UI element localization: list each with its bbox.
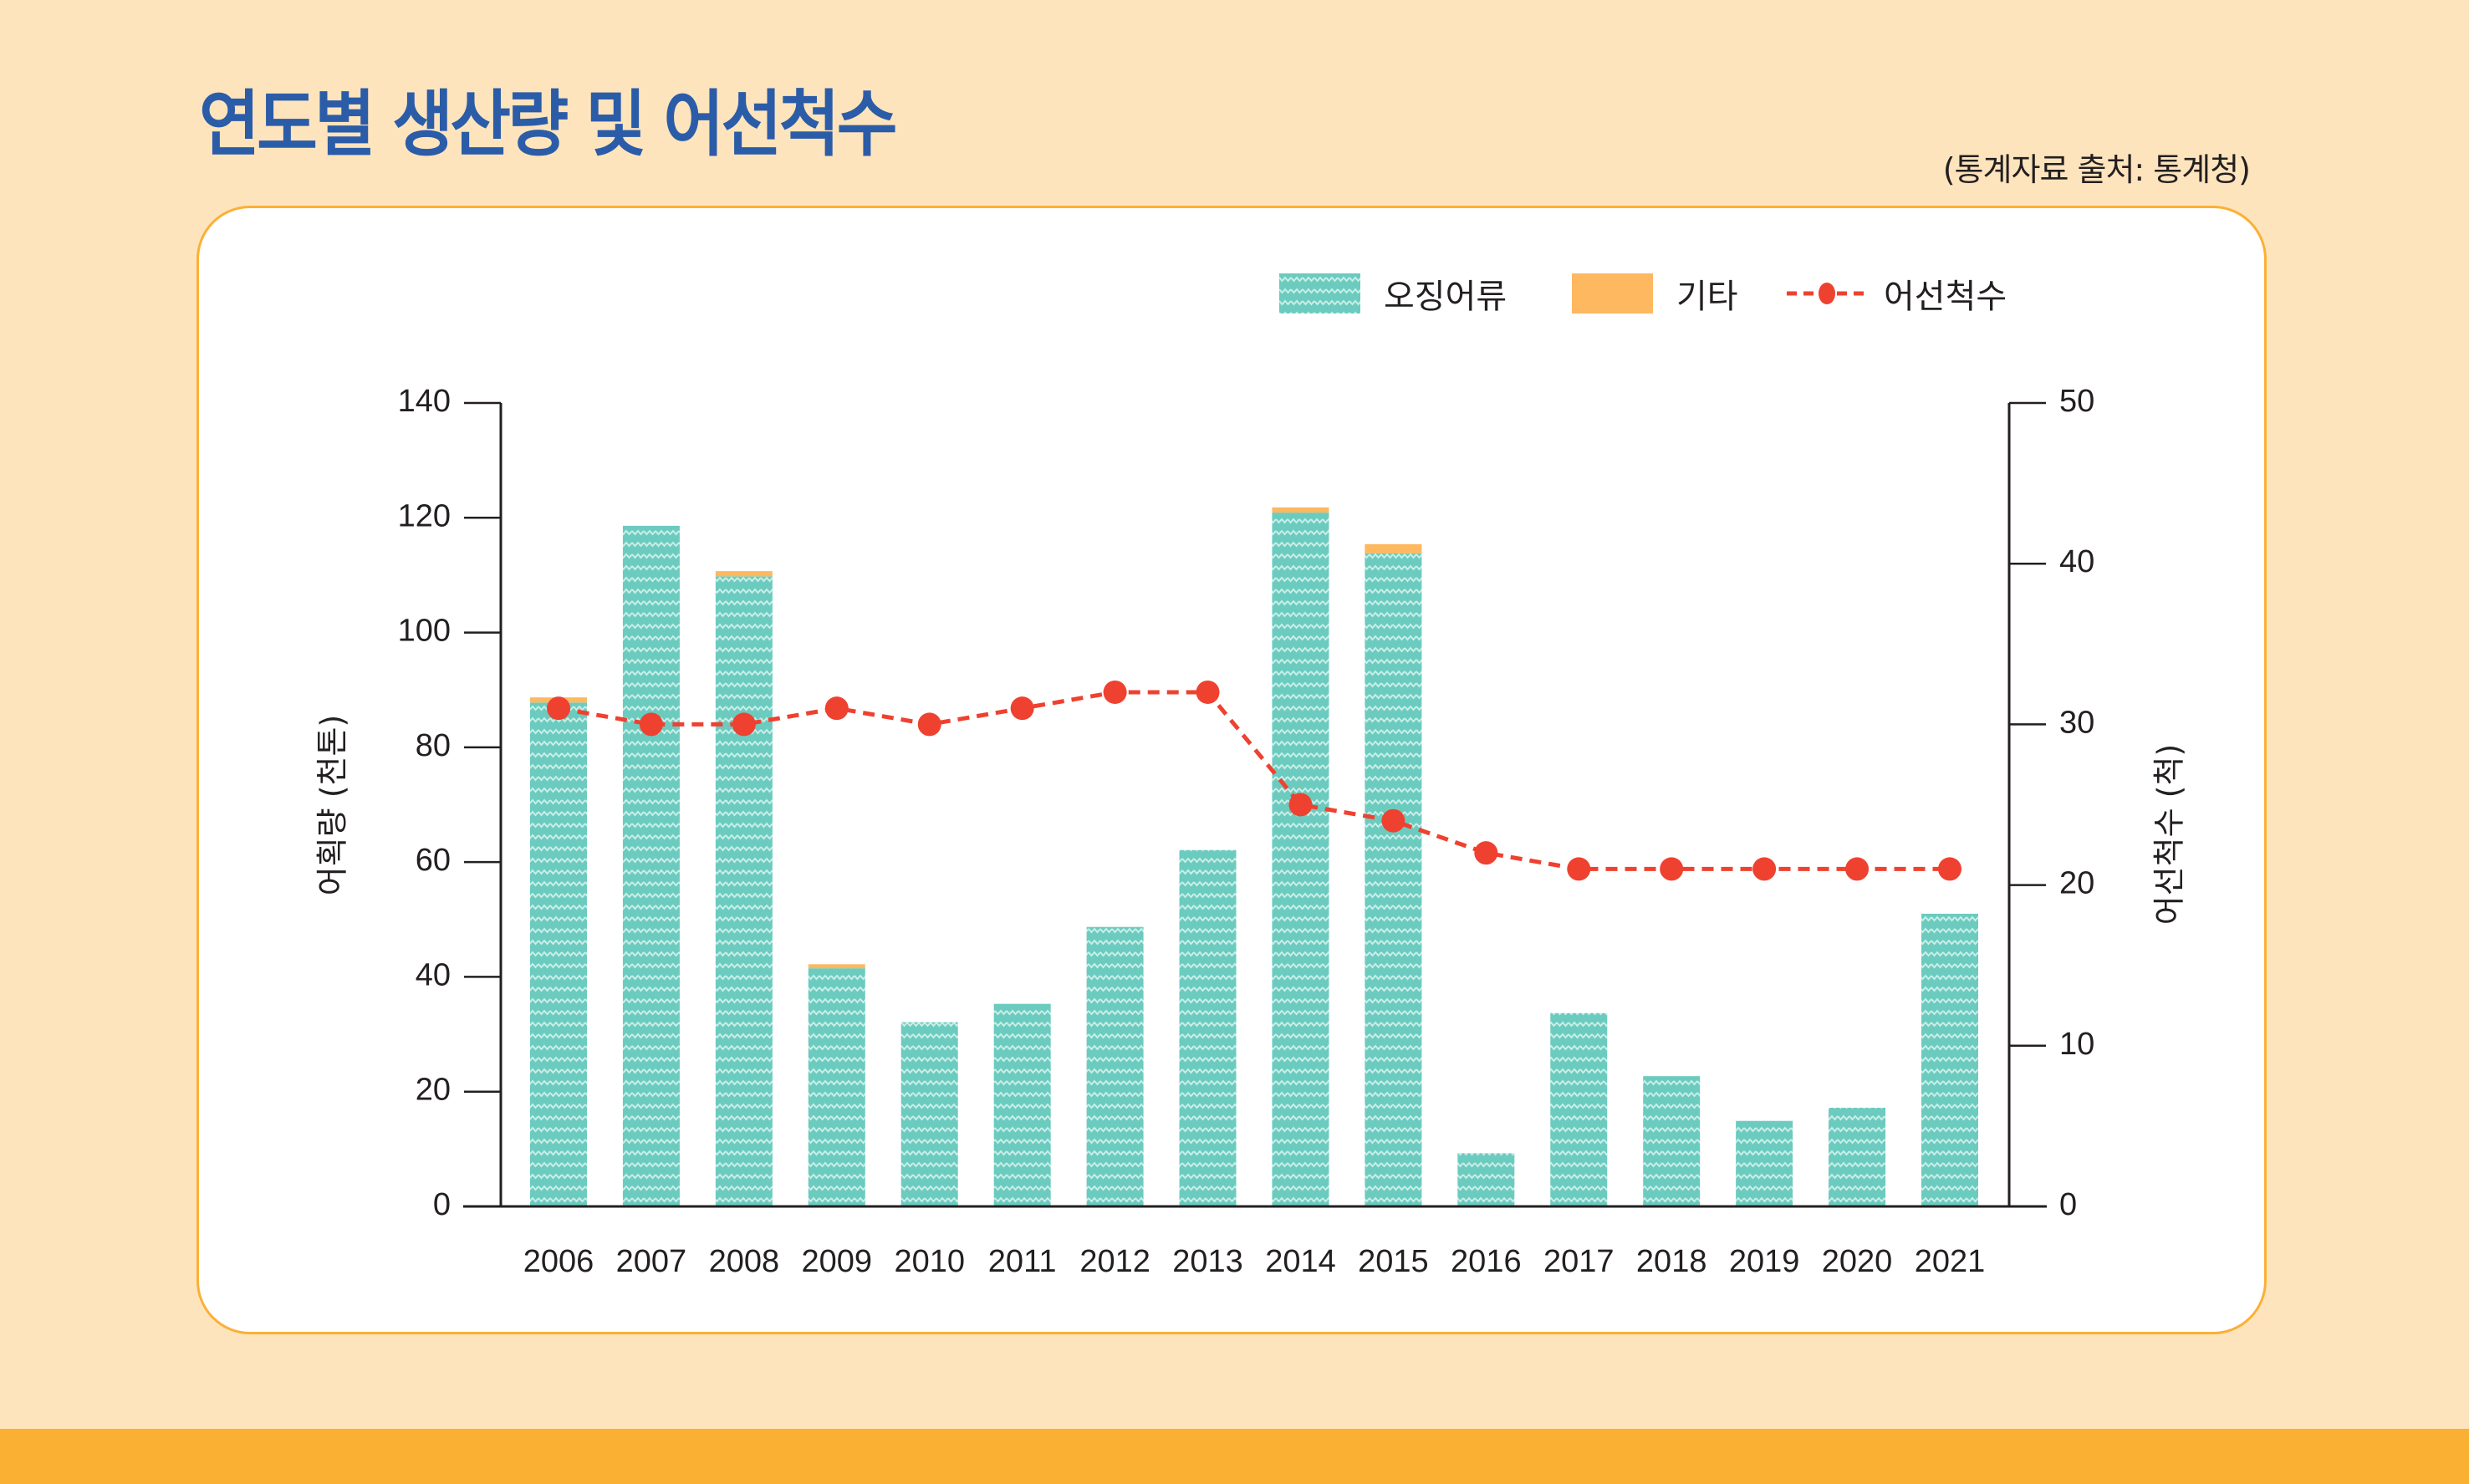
- bar-squid-2018: [1643, 1076, 1701, 1206]
- x-tick-label: 2015: [1358, 1244, 1429, 1279]
- axes-group: [463, 401, 2047, 1208]
- y-tick-label-right: 10: [2059, 1027, 2094, 1062]
- legend-label-vessels: 어선척수: [1884, 278, 2007, 316]
- y-tick-label-left: 120: [398, 498, 451, 533]
- y-tick-label-left: 20: [416, 1073, 451, 1108]
- x-tick-label: 2018: [1636, 1244, 1707, 1279]
- x-tick-label: 2019: [1729, 1244, 1800, 1279]
- tick-labels-group: 2006 2007 2008 2009 2010 2011 2012 2013 2014 2015…: [398, 384, 2095, 1279]
- bar-other-2014: [1272, 507, 1329, 513]
- bar-squid-2020: [1829, 1107, 1886, 1206]
- bottom-band: [0, 1429, 2469, 1484]
- legend-swatch-other: [1572, 273, 1653, 314]
- legend-item-other: 기타: [1572, 273, 1738, 316]
- y-tick-label-right: 20: [2059, 866, 2094, 901]
- vessel-point-2007: [639, 712, 663, 737]
- x-tick-label: 2010: [894, 1244, 965, 1279]
- bar-other-2009: [808, 964, 865, 969]
- x-tick-label: 2020: [1822, 1244, 1893, 1279]
- vessel-point-2021: [1938, 857, 1961, 881]
- y-tick-label-right: 0: [2059, 1187, 2077, 1222]
- bar-other-2015: [1365, 543, 1422, 553]
- bar-other-2008: [715, 571, 773, 577]
- vessel-point-2006: [547, 696, 570, 721]
- x-tick-label: 2017: [1543, 1244, 1615, 1279]
- bar-squid-2019: [1736, 1120, 1793, 1206]
- bar-squid-2008: [715, 576, 773, 1206]
- y-tick-label-left: 140: [398, 384, 451, 419]
- y-tick-label-left: 40: [416, 957, 451, 992]
- bar-squid-2021: [1921, 913, 1978, 1206]
- y-axis-title-left: 어획량 (천톤): [314, 715, 351, 896]
- bar-squid-2007: [622, 525, 680, 1206]
- bar-squid-2014: [1272, 513, 1329, 1206]
- legend-item-squid: 오징어류: [1279, 273, 1507, 316]
- legend-item-vessels: 어선척수: [1785, 273, 2007, 316]
- x-tick-label: 2008: [709, 1244, 780, 1279]
- x-tick-label: 2014: [1265, 1244, 1336, 1279]
- data-source-note: (통계자료 출처: 통계청): [1942, 151, 2251, 188]
- y-tick-label-left: 80: [416, 728, 451, 763]
- x-tick-label: 2009: [802, 1244, 873, 1279]
- vessel-point-2015: [1381, 808, 1405, 833]
- legend-line-vessels: [1787, 283, 1867, 304]
- vessel-point-2010: [917, 712, 941, 737]
- legend-label-squid: 오징어류: [1384, 278, 1507, 316]
- x-tick-label: 2013: [1172, 1244, 1243, 1279]
- y-tick-label-left: 100: [398, 614, 451, 649]
- bar-squid-2015: [1365, 553, 1422, 1206]
- vessel-point-2011: [1010, 696, 1034, 721]
- legend-swatch-squid: [1279, 273, 1360, 314]
- bar-squid-2017: [1550, 1012, 1608, 1206]
- y-tick-label-left: 0: [433, 1187, 451, 1222]
- y-tick-label-right: 30: [2059, 705, 2094, 740]
- legend-label-other: 기타: [1676, 278, 1738, 316]
- vessel-point-2009: [824, 696, 849, 721]
- x-tick-label: 2006: [523, 1244, 594, 1279]
- y-tick-label-right: 40: [2059, 544, 2094, 579]
- bar-squid-2011: [993, 1003, 1051, 1206]
- bar-squid-2016: [1457, 1153, 1515, 1206]
- vessel-count-line: [558, 690, 1950, 871]
- chart-title: 연도별 생산량 및 어선척수: [199, 83, 898, 166]
- bar-squid-2013: [1179, 849, 1237, 1206]
- bar-squid-2006: [530, 702, 587, 1206]
- legend-marker-vessels: [1819, 283, 1835, 304]
- bar-squid-2012: [1086, 926, 1144, 1206]
- bar-squid-2009: [808, 968, 865, 1206]
- vessel-point-2016: [1474, 841, 1498, 865]
- vessel-point-2013: [1196, 680, 1220, 704]
- vessel-point-2017: [1567, 857, 1591, 881]
- vessel-point-2019: [1752, 857, 1777, 881]
- vessel-point-2014: [1288, 793, 1313, 817]
- x-tick-label: 2012: [1079, 1244, 1150, 1279]
- x-tick-label: 2007: [616, 1244, 687, 1279]
- vessel-line-group: [547, 680, 1961, 881]
- vessel-point-2012: [1103, 680, 1127, 704]
- y-tick-label-left: 60: [416, 843, 451, 878]
- x-tick-label: 2021: [1915, 1244, 1986, 1279]
- bar-group: [530, 507, 1978, 1206]
- x-tick-label: 2011: [988, 1244, 1057, 1279]
- bar-squid-2010: [900, 1022, 958, 1206]
- vessel-point-2008: [732, 712, 756, 737]
- x-tick-label: 2016: [1451, 1244, 1522, 1279]
- vessel-point-2020: [1845, 857, 1870, 881]
- y-axis-title-right: 어선척수 (척): [2151, 744, 2188, 926]
- vessel-point-2018: [1660, 857, 1684, 881]
- y-tick-label-right: 50: [2059, 384, 2094, 419]
